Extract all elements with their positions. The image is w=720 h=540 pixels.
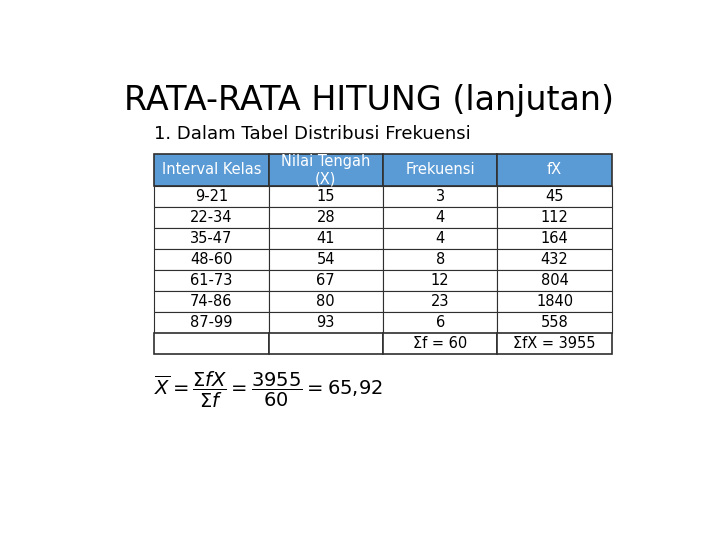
Text: 6: 6	[436, 315, 445, 330]
Bar	[383, 291, 498, 312]
Text: 558: 558	[541, 315, 568, 330]
Text: 74-86: 74-86	[190, 294, 233, 309]
Bar	[154, 249, 269, 270]
Text: 61-73: 61-73	[190, 273, 233, 288]
Bar	[498, 154, 612, 186]
Text: 4: 4	[436, 210, 445, 225]
Bar	[383, 333, 498, 354]
Text: RATA-RATA HITUNG (lanjutan): RATA-RATA HITUNG (lanjutan)	[124, 84, 614, 117]
Bar	[154, 228, 269, 249]
Bar	[498, 249, 612, 270]
Bar	[269, 333, 383, 354]
Text: 87-99: 87-99	[190, 315, 233, 330]
Bar	[498, 291, 612, 312]
Text: 80: 80	[317, 294, 335, 309]
Bar	[383, 186, 498, 207]
Text: 48-60: 48-60	[190, 252, 233, 267]
Bar	[269, 312, 383, 333]
Text: 23: 23	[431, 294, 449, 309]
Bar	[154, 312, 269, 333]
Bar	[154, 154, 269, 186]
Bar	[154, 291, 269, 312]
Text: 9-21: 9-21	[194, 188, 228, 204]
Text: 15: 15	[317, 188, 335, 204]
Text: 67: 67	[317, 273, 335, 288]
Text: Interval Kelas: Interval Kelas	[161, 163, 261, 178]
Bar	[269, 270, 383, 291]
Text: 41: 41	[317, 231, 335, 246]
Bar	[269, 291, 383, 312]
Text: ΣfX = 3955: ΣfX = 3955	[513, 336, 595, 351]
Text: 3: 3	[436, 188, 445, 204]
Bar	[154, 333, 269, 354]
Text: fX: fX	[547, 163, 562, 178]
Text: 1840: 1840	[536, 294, 573, 309]
Text: 45: 45	[545, 188, 564, 204]
Bar	[498, 207, 612, 228]
Text: 54: 54	[317, 252, 335, 267]
Text: 1. Dalam Tabel Distribusi Frekuensi: 1. Dalam Tabel Distribusi Frekuensi	[154, 125, 471, 143]
Text: 164: 164	[541, 231, 568, 246]
Text: Σf = 60: Σf = 60	[413, 336, 467, 351]
Bar	[498, 186, 612, 207]
Text: 432: 432	[541, 252, 568, 267]
Text: $\overline{X} = \dfrac{\Sigma fX}{\Sigma f} = \dfrac{3955}{60} = 65{,}92$: $\overline{X} = \dfrac{\Sigma fX}{\Sigma…	[154, 370, 383, 410]
Text: 12: 12	[431, 273, 449, 288]
Text: Nilai Tengah
(X): Nilai Tengah (X)	[281, 154, 371, 186]
Text: 4: 4	[436, 231, 445, 246]
Bar	[154, 207, 269, 228]
Bar	[383, 228, 498, 249]
Text: 804: 804	[541, 273, 569, 288]
Bar	[269, 154, 383, 186]
Bar	[383, 249, 498, 270]
Bar	[269, 207, 383, 228]
Bar	[269, 249, 383, 270]
Text: 112: 112	[541, 210, 569, 225]
Text: 28: 28	[317, 210, 335, 225]
Bar	[498, 333, 612, 354]
Text: 93: 93	[317, 315, 335, 330]
Bar	[498, 312, 612, 333]
Bar	[154, 270, 269, 291]
Bar	[498, 228, 612, 249]
Bar	[154, 186, 269, 207]
Bar	[383, 207, 498, 228]
Text: 35-47: 35-47	[190, 231, 233, 246]
Bar	[383, 312, 498, 333]
Bar	[498, 270, 612, 291]
Bar	[269, 186, 383, 207]
Bar	[383, 154, 498, 186]
Text: Frekuensi: Frekuensi	[405, 163, 475, 178]
Text: 8: 8	[436, 252, 445, 267]
Bar	[269, 228, 383, 249]
Text: 22-34: 22-34	[190, 210, 233, 225]
Bar	[383, 270, 498, 291]
